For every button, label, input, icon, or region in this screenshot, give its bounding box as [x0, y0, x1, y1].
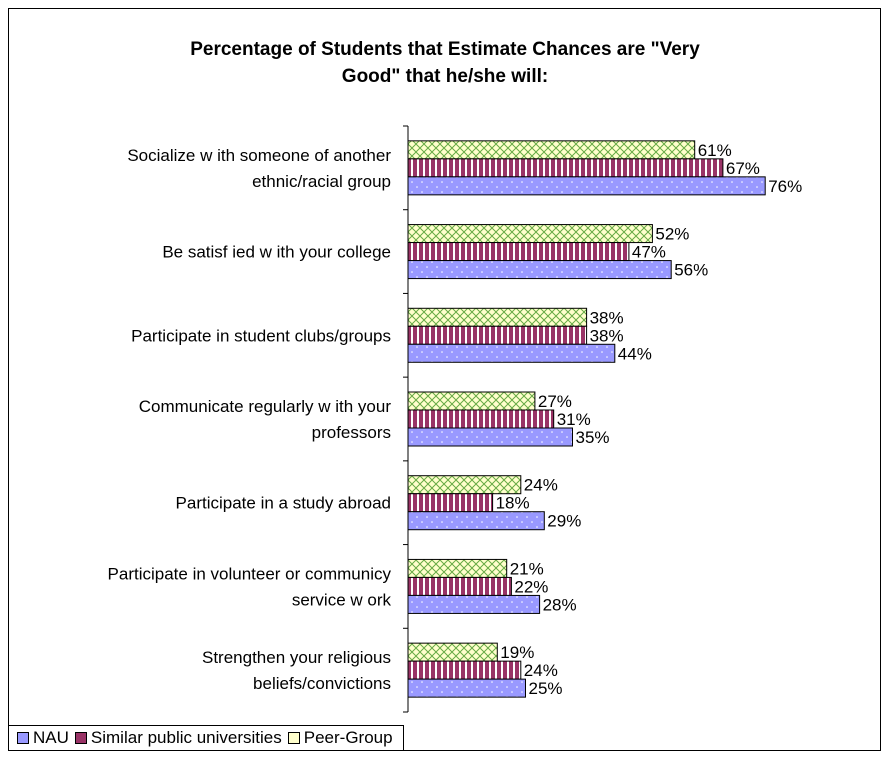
data-label: 61%	[698, 141, 732, 160]
legend: NAU Similar public universities Peer-Group	[8, 725, 404, 751]
data-label: 76%	[768, 177, 802, 196]
bar-nau	[407, 427, 573, 447]
data-label: 19%	[500, 643, 534, 662]
category-label: Participate in a study abroad	[176, 494, 391, 513]
bar-peer-group	[407, 642, 498, 662]
category-label: Socialize w ith someone of another ethnic…	[127, 146, 391, 191]
bar-peer-group	[407, 140, 696, 160]
data-label: 18%	[496, 494, 530, 513]
data-label: 28%	[543, 595, 577, 614]
bar-nau	[407, 260, 672, 280]
data-label: 47%	[632, 243, 666, 262]
data-label: 31%	[557, 410, 591, 429]
chart-frame	[8, 8, 881, 751]
data-label: 25%	[529, 679, 563, 698]
bar-similar-public-universities	[407, 325, 588, 345]
legend-label: Peer-Group	[303, 728, 393, 747]
category-label: Be satisf ied w ith your college	[162, 243, 391, 262]
legend-item: NAU	[17, 728, 69, 748]
category-label: Strengthen your religious beliefs/convict…	[202, 648, 391, 693]
data-label: 35%	[576, 428, 610, 447]
bar-similar-public-universities	[407, 158, 724, 178]
bar-nau	[407, 511, 545, 531]
bar-similar-public-universities	[407, 576, 512, 596]
bar-nau	[407, 343, 616, 363]
bar-similar-public-universities	[407, 493, 494, 513]
category-label: Participate in volunteer or communicy ser…	[108, 564, 392, 609]
legend-label: NAU	[33, 728, 69, 747]
bar-similar-public-universities	[407, 242, 630, 262]
data-label: 22%	[514, 577, 548, 596]
axis	[403, 125, 409, 713]
data-label: 56%	[674, 261, 708, 280]
legend-item: Similar public universities	[74, 728, 282, 748]
category-label: Participate in student clubs/groups	[131, 326, 391, 345]
data-label: 29%	[547, 512, 581, 531]
bar-peer-group	[407, 475, 522, 495]
bar-peer-group	[407, 224, 653, 244]
bar-peer-group	[407, 391, 536, 411]
labels: Socialize w ith someone of another ethnic…	[108, 141, 803, 698]
bar-similar-public-universities	[407, 409, 555, 429]
data-label: 44%	[618, 344, 652, 363]
bar-nau	[407, 594, 541, 614]
chart-title: Percentage of Students that Estimate Cha…	[190, 39, 700, 87]
legend-label: Similar public universities	[90, 728, 282, 747]
data-label: 38%	[590, 326, 624, 345]
data-label: 38%	[590, 308, 624, 327]
bar-peer-group	[407, 558, 508, 578]
legend-swatch	[17, 732, 29, 744]
legend-swatch	[74, 732, 87, 744]
bar-nau	[407, 678, 526, 698]
bar-nau	[407, 176, 766, 196]
legend-swatch	[287, 732, 300, 744]
data-label: 67%	[726, 159, 760, 178]
category-label: Communicate regularly w ith your professo…	[139, 397, 392, 442]
bar-similar-public-universities	[407, 660, 522, 680]
data-label: 24%	[524, 476, 558, 495]
bars	[407, 140, 766, 698]
data-label: 27%	[538, 392, 572, 411]
legend-item: Peer-Group	[287, 728, 393, 748]
bar-peer-group	[407, 307, 588, 327]
data-label: 21%	[510, 559, 544, 578]
data-label: 24%	[524, 661, 558, 680]
data-label: 52%	[655, 225, 689, 244]
